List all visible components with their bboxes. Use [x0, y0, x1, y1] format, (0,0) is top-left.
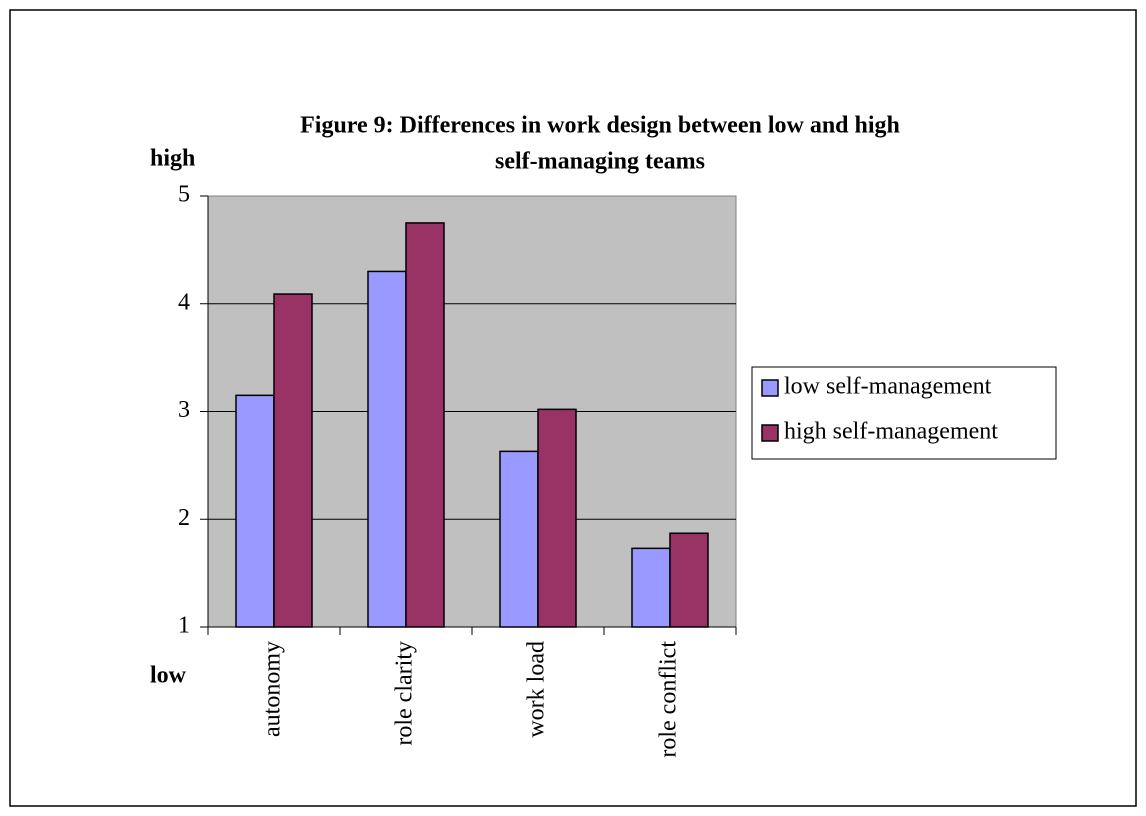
- legend-swatch: [761, 379, 779, 397]
- y-tick-label: 1: [178, 613, 190, 639]
- legend: [751, 366, 1057, 460]
- axis-annotation: high: [150, 146, 195, 172]
- y-tick-label: 3: [178, 397, 190, 423]
- y-tick-label: 4: [178, 289, 190, 315]
- axis-annotation: low: [150, 663, 187, 689]
- x-tick-label: work load: [524, 641, 550, 738]
- x-tick-label: role clarity: [392, 641, 418, 746]
- legend-label: low self-management: [784, 374, 992, 400]
- bar: [273, 293, 313, 628]
- x-tick-label: role conflict: [656, 641, 682, 758]
- bar: [405, 222, 445, 628]
- chart-title: Figure 9: Differences in work design bet…: [300, 113, 900, 139]
- bar: [235, 394, 275, 628]
- bar: [499, 450, 539, 628]
- chart-title: self-managing teams: [495, 149, 705, 175]
- legend-label: high self-management: [784, 419, 998, 445]
- y-tick-label: 5: [178, 182, 190, 208]
- bar: [537, 408, 577, 628]
- bar: [669, 532, 709, 628]
- legend-swatch: [761, 424, 779, 442]
- bar: [367, 270, 407, 628]
- x-tick-label: autonomy: [260, 641, 286, 737]
- bar: [631, 547, 671, 628]
- y-tick-label: 2: [178, 505, 190, 531]
